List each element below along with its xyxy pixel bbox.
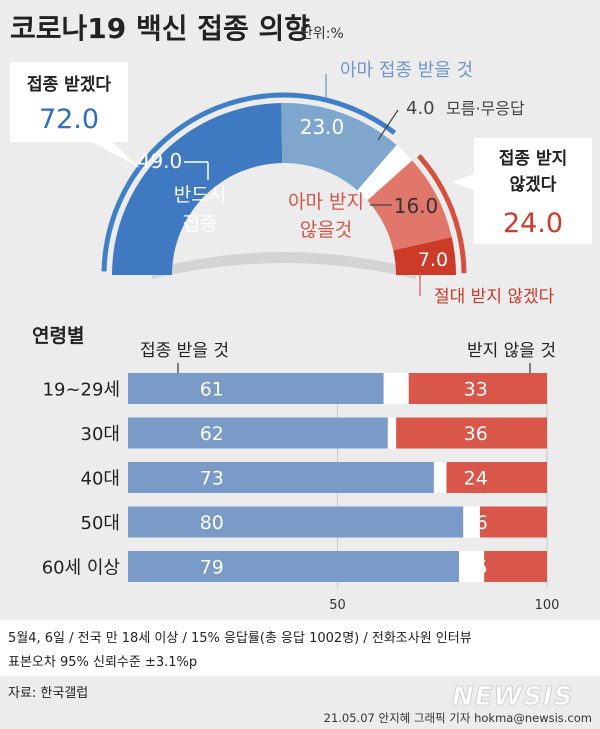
source-label: 자료: 한국갤럽 [8,686,88,701]
callout-vaccinate [10,62,140,168]
group-arc-vaccinate [101,92,397,272]
legend-right: 받지 않을 것 [467,341,556,361]
watermark: NEWSIS [452,682,573,712]
slice-value-unsure: 4.0 [406,98,435,119]
slice-label-probably-no-1: 아마 받지 [288,191,364,213]
chart-title: 코로나19 백신 접종 의향 [10,12,310,45]
category-label-4: 60세 이상 [42,558,120,579]
footer: 5월4, 6일 / 전국 만 18세 이상 / 15% 응답률(총 응답 100… [0,620,600,725]
slice-label-certainly-1: 반드시 [174,184,226,206]
footer-note-line2: 표본오차 95% 신뢰수준 ±3.1%p [8,655,197,670]
bar-no-4 [484,551,547,582]
bar-no-2 [446,462,547,493]
slice-label-unsure: 모름·무응답 [446,99,525,118]
slice-label-probably-yes: 아마 접종 받을 것 [340,60,473,81]
callout-refuse [452,138,592,244]
bar-yes-label-1: 62 [200,423,224,445]
x-tick-50: 50 [329,598,346,613]
slice-value-probably-yes: 23.0 [300,115,345,139]
category-label-3: 50대 [81,513,120,534]
credit-label: 21.05.07 안지혜 그래픽 기자 hokma@newsis.com [324,711,592,725]
group-arc-refuse [416,154,467,274]
slice-label-certainly-2: 접종 [183,213,218,235]
bar-no-label-2: 24 [464,468,488,490]
group-name-refuse-1: 접종 받지 [499,149,567,169]
slice-value-certainly: 49.0 [138,149,183,173]
group-value-refuse: 24.0 [503,208,563,239]
footer-note-box [0,620,600,676]
bar-yes-0 [128,373,384,404]
bar-no-3 [479,506,547,538]
slice-value-never: 7.0 [418,249,448,271]
unit-label: 단위:% [300,26,344,42]
donut-shadow [152,252,416,279]
category-label-2: 40대 [81,469,120,490]
bar-yes-2 [128,462,434,493]
footer-note-line1: 5월4, 6일 / 전국 만 18세 이상 / 15% 응답률(총 응답 100… [8,631,472,646]
bar-yes-4 [128,551,460,582]
bar-chart-title: 연령별 [32,325,84,347]
category-label-0: 19~29세 [43,380,120,401]
category-label-1: 30대 [81,424,120,445]
group-name-refuse-2: 않겠다 [510,175,557,195]
bar-no-1 [396,417,547,449]
slice-probably-no [367,160,452,251]
slice-probably-yes [281,103,397,191]
bar-yes-3 [128,506,464,538]
slice-value-probably-no: 16.0 [394,194,439,218]
slice-never [393,237,456,275]
bar-yes-1 [128,417,388,449]
bar-no-label-0: 33 [464,379,488,401]
bar-yes-label-3: 80 [200,512,224,534]
bar-yes-label-4: 79 [200,557,224,579]
group-value-vaccinate: 72.0 [39,104,99,135]
slice-certainly [112,103,283,275]
slice-label-probably-no-2: 않을것 [300,219,352,241]
bar-no-label-3: 16 [464,512,488,534]
leader-unsure [377,109,399,141]
group-name-vaccinate: 접종 받겠다 [27,75,111,95]
bar-no-label-1: 36 [464,423,488,445]
bar-no-0 [408,373,547,404]
bar-yes-label-2: 73 [200,468,224,490]
legend-left: 접종 받을 것 [140,341,229,361]
bar-yes-label-0: 61 [200,379,224,401]
x-tick-100: 100 [535,598,560,613]
bar-no-label-4: 15 [464,557,488,579]
slice-label-never: 절대 받지 않겠다 [434,287,555,307]
slice-unsure [357,145,413,201]
